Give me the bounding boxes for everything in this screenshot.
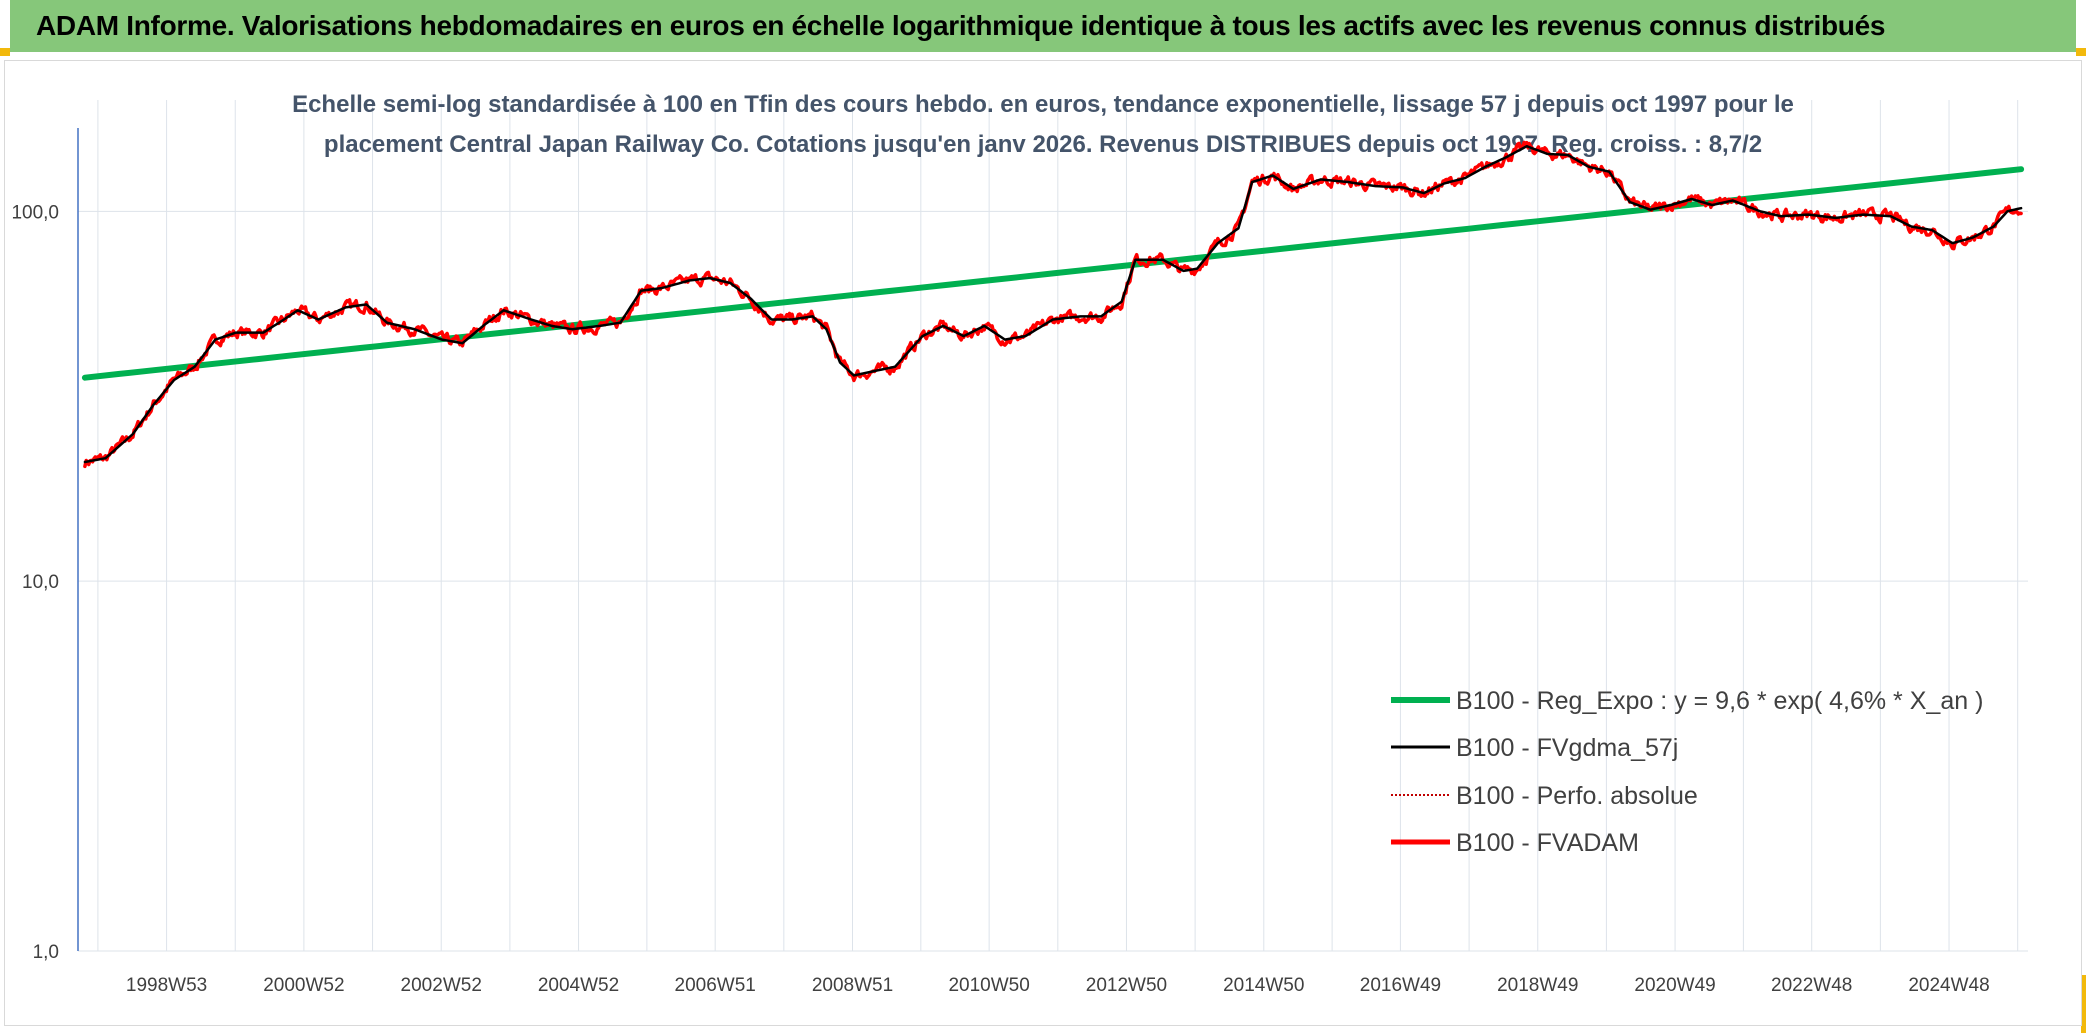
- chart-subtitle-line-1: Echelle semi-log standardisée à 100 en T…: [292, 91, 1794, 118]
- series-lines: [81, 140, 2025, 469]
- series-line-0: [81, 166, 2025, 381]
- y-tick-label: 10,0: [22, 572, 59, 593]
- chart-frame: [4, 60, 2082, 1026]
- x-tick-label: 2014W50: [1223, 975, 1304, 996]
- x-tick-label: 1998W53: [126, 975, 207, 996]
- y-tick-label: 1,0: [33, 942, 59, 963]
- legend-label-fvadam: B100 - FVADAM: [1456, 829, 1639, 857]
- x-tick-label: 2000W52: [263, 975, 344, 996]
- series-line-1: [83, 144, 2023, 464]
- x-tick-label: 2016W49: [1360, 975, 1441, 996]
- x-tick-label: 2008W51: [812, 975, 893, 996]
- x-tick-label: 2002W52: [401, 975, 482, 996]
- x-tick-label: 2018W49: [1497, 975, 1578, 996]
- report-title: ADAM Informe. Valorisations hebdomadaire…: [36, 10, 1886, 41]
- x-tick-label: 2024W48: [1908, 975, 1989, 996]
- x-tick-label: 2004W52: [538, 975, 619, 996]
- legend: B100 - Reg_Expo : y = 9,6 * exp( 4,6% * …: [1391, 687, 1983, 857]
- x-tick-label: 2022W48: [1771, 975, 1852, 996]
- x-tick-label: 2006W51: [675, 975, 756, 996]
- y-tick-label: 100,0: [11, 202, 59, 223]
- x-tick-label: 2020W49: [1634, 975, 1715, 996]
- grid-lines: [78, 100, 2028, 952]
- axes: 1,0 10,0 100,0 1998W53 2000W52 2002W52 2004W52…: [11, 128, 1990, 996]
- legend-label-regression: B100 - Reg_Expo : y = 9,6 * exp( 4,6% * …: [1456, 687, 1983, 715]
- legend-label-smoothed: B100 - FVgdma_57j: [1456, 734, 1678, 762]
- header-corner-left: [0, 48, 10, 56]
- report-header: ADAM Informe. Valorisations hebdomadaire…: [10, 0, 2076, 52]
- frame-corner-bottom-right: [2081, 975, 2086, 1033]
- series-line-3: [83, 140, 2023, 469]
- x-tick-label: 2012W50: [1086, 975, 1167, 996]
- x-tick-label: 2010W50: [948, 975, 1029, 996]
- legend-label-absolute-perf: B100 - Perfo. absolue: [1456, 782, 1698, 810]
- header-corner-right: [2076, 48, 2086, 56]
